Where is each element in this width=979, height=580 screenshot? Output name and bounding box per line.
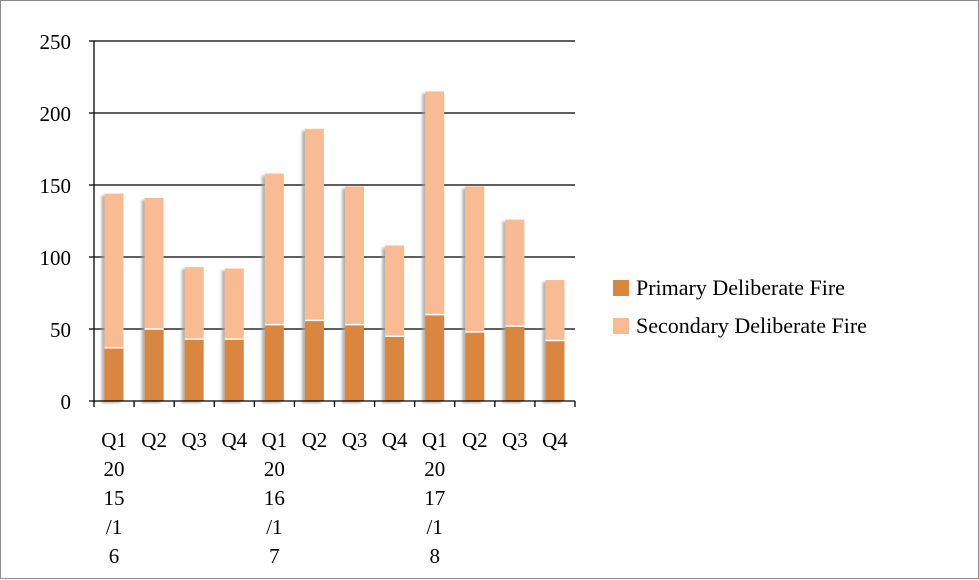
bar-primary-deliberate-fire [385,336,405,401]
x-tick-label: Q3 [502,428,528,452]
bar-secondary-deliberate-fire [304,128,324,321]
x-tick-label: Q3 [181,428,207,452]
x-tick-label: Q4 [542,428,568,452]
legend-item-secondary: Secondary Deliberate Fire [613,307,867,345]
bar-secondary-deliberate-fire [264,173,284,325]
y-tick-label: 250 [40,30,72,54]
y-tick-label: 50 [50,318,71,342]
bar-primary-deliberate-fire [304,320,324,401]
bar-secondary-deliberate-fire [545,280,565,341]
bar-secondary-deliberate-fire [425,91,445,315]
bar-stack [144,197,164,401]
x-tick-labels: Q1 20 15/1 6 Q2 Q3 Q4 Q1 20 16/1 7 Q2 Q3 Q4 Q1 20 17/1 8 Q… [101,428,568,568]
y-tick-label: 150 [40,174,72,198]
bar-primary-deliberate-fire [465,331,485,401]
x-tick-label: Q2 [141,428,167,452]
bar-primary-deliberate-fire [425,314,445,401]
bar-stack [465,186,485,401]
bar-stack [104,193,124,401]
bar-stack [545,280,565,401]
bar-stack [304,128,324,401]
bar-stack [184,267,204,401]
legend-label-secondary: Secondary Deliberate Fire [636,313,867,338]
x-tick-label: Q4 [382,428,408,452]
bar-primary-deliberate-fire [505,326,525,401]
legend-item-primary: Primary Deliberate Fire [613,269,867,307]
x-tick-label: Q2 [302,428,328,452]
x-tick-label: Q2 [462,428,488,452]
bar-stack [345,186,365,401]
x-tick-label: Q3 [342,428,368,452]
y-tick-label: 100 [40,246,72,270]
x-tick-label: Q1 20 16/1 7 [262,428,288,568]
bars [104,91,565,401]
legend: Primary Deliberate Fire Secondary Delibe… [613,269,867,345]
gridlines [89,40,575,330]
bar-secondary-deliberate-fire [224,268,244,340]
bar-primary-deliberate-fire [144,329,164,401]
bar-secondary-deliberate-fire [144,197,164,329]
bar-secondary-deliberate-fire [465,186,485,332]
bar-stack [425,91,445,401]
bar-stack [224,268,244,401]
y-tick-label: 0 [61,390,72,414]
bar-secondary-deliberate-fire [505,219,525,327]
bar-stack [264,173,284,401]
x-tick-label: Q4 [221,428,247,452]
bar-stack [505,219,525,401]
legend-swatch-primary [613,280,629,296]
bar-primary-deliberate-fire [345,324,365,401]
bar-secondary-deliberate-fire [385,245,405,337]
x-tick-label: Q1 20 17/1 8 [422,428,448,568]
x-tick-label: Q1 20 15/1 6 [101,428,127,568]
bar-primary-deliberate-fire [264,324,284,401]
legend-swatch-secondary [613,318,629,334]
bar-primary-deliberate-fire [224,339,244,401]
bar-stack [385,245,405,401]
y-tick-label: 200 [40,102,72,126]
bar-secondary-deliberate-fire [184,267,204,340]
bar-secondary-deliberate-fire [345,186,365,325]
axes [89,41,576,407]
bar-primary-deliberate-fire [545,340,565,401]
bar-primary-deliberate-fire [184,339,204,401]
bar-primary-deliberate-fire [104,347,124,401]
legend-label-primary: Primary Deliberate Fire [636,275,845,300]
bar-secondary-deliberate-fire [104,193,124,348]
y-tick-labels: 0 50 100 150 200 250 [40,30,72,414]
